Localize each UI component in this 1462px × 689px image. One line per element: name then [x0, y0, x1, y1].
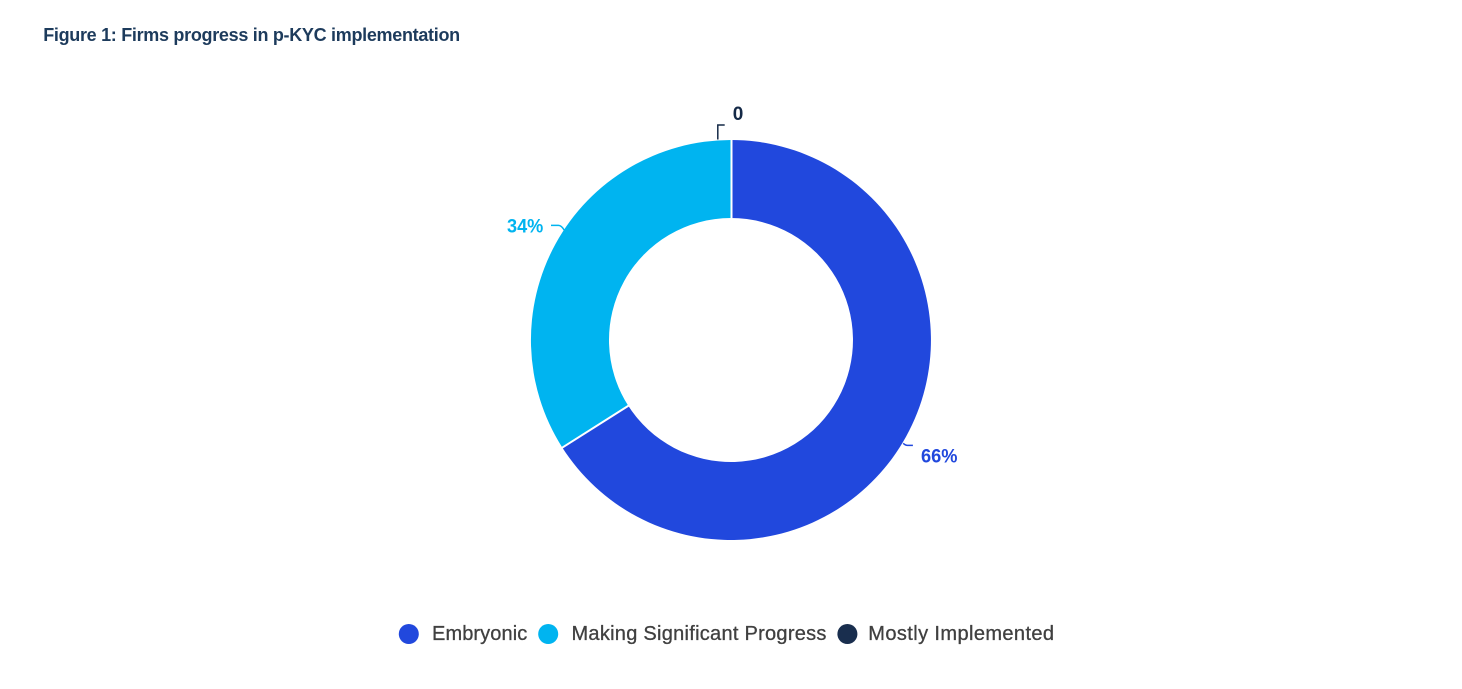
svg-text:0: 0 — [733, 104, 744, 125]
svg-text:66%: 66% — [921, 446, 958, 468]
svg-text:34%: 34% — [507, 216, 543, 238]
